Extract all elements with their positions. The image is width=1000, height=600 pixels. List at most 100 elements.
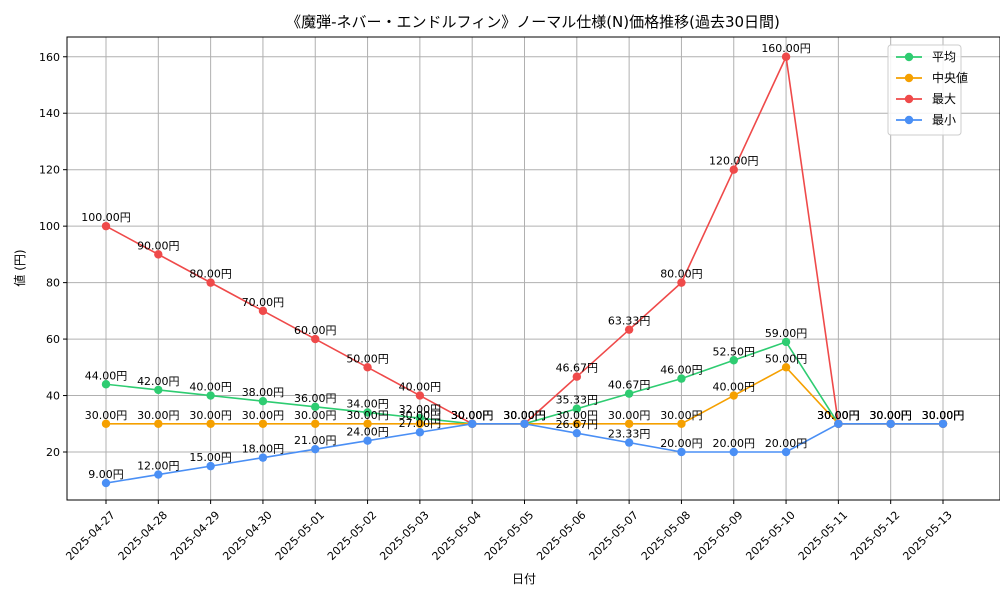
data-point	[729, 165, 738, 174]
data-label-layer: 44.00円 42.00円 40.00円 38.00円 36.00円 34.00円 32.0…	[81, 42, 964, 481]
x-tick-label: 2025-05-05	[482, 509, 536, 563]
y-tick-label: 20	[46, 446, 60, 459]
data-point	[834, 419, 843, 428]
data-point	[363, 436, 372, 445]
data-label: 42.00円	[137, 375, 180, 388]
x-tick-label: 2025-05-13	[900, 509, 954, 563]
data-point	[363, 419, 372, 428]
data-label: 30.00円	[817, 409, 860, 422]
data-label: 40.67円	[608, 379, 651, 392]
x-tick-label: 2025-05-11	[796, 509, 850, 563]
y-tick-label: 100	[39, 220, 60, 233]
data-label: 30.00円	[869, 409, 912, 422]
data-label: 52.50円	[713, 345, 756, 358]
data-point	[572, 372, 582, 381]
y-tick-label: 160	[39, 51, 60, 64]
x-tick-label: 2025-05-07	[587, 509, 641, 563]
legend-box	[887, 44, 962, 136]
data-point	[572, 428, 582, 438]
y-tick-label: 60	[46, 333, 60, 346]
data-label: 30.00円	[503, 409, 546, 422]
data-label: 30.00円	[869, 409, 912, 422]
data-label: 23.33円	[608, 428, 651, 441]
x-tick-label: 2025-05-09	[691, 509, 745, 563]
data-label: 30.00円	[503, 409, 546, 422]
data-label: 30.00円	[817, 409, 860, 422]
x-axis-label: 日付	[512, 572, 536, 586]
data-label: 50.00円	[346, 352, 389, 365]
x-tick-label: 2025-05-12	[848, 509, 902, 563]
data-point	[101, 419, 111, 428]
data-point	[311, 334, 320, 344]
data-label: 27.00円	[399, 417, 442, 430]
data-label: 46.67円	[556, 362, 599, 375]
data-point	[363, 363, 372, 372]
data-point	[101, 478, 111, 488]
grid-layer	[67, 37, 1000, 500]
data-label: 80.00円	[660, 268, 703, 281]
data-label: 40.00円	[399, 381, 442, 394]
data-point	[677, 374, 686, 383]
data-label: 30.00円	[294, 409, 337, 422]
data-label: 30.00円	[451, 409, 494, 422]
data-point	[624, 419, 634, 428]
data-point	[572, 404, 582, 413]
data-point	[101, 380, 111, 389]
data-label: 9.00円	[88, 468, 124, 481]
data-point	[677, 447, 686, 457]
data-label: 24.00円	[346, 426, 389, 439]
data-label: 18.00円	[242, 443, 285, 456]
data-point	[781, 447, 791, 457]
y-tick-label: 140	[39, 107, 60, 120]
data-point	[520, 419, 529, 428]
data-point	[729, 356, 738, 365]
x-tick-label: 2025-04-30	[220, 509, 274, 563]
data-point	[781, 363, 791, 372]
data-point	[624, 325, 634, 334]
x-tick-label: 2025-05-04	[430, 509, 484, 563]
data-label: 120.00円	[709, 155, 759, 168]
data-label: 38.00円	[242, 386, 285, 399]
data-label: 30.00円	[608, 409, 651, 422]
data-label: 30.00円	[503, 409, 546, 422]
x-tick-label: 2025-05-01	[273, 509, 327, 563]
data-label: 30.00円	[660, 409, 703, 422]
x-tick-label: 2025-05-08	[639, 509, 693, 563]
data-label: 70.00円	[242, 296, 285, 309]
data-point	[729, 447, 738, 457]
data-label: 30.00円	[556, 409, 599, 422]
data-point	[311, 444, 320, 454]
x-tick-label: 2025-05-10	[743, 509, 797, 563]
data-point	[938, 419, 948, 428]
data-point	[781, 337, 791, 347]
data-label: 30.00円	[922, 409, 965, 422]
data-point	[258, 419, 268, 428]
data-label: 30.00円	[922, 409, 965, 422]
data-point	[781, 52, 791, 61]
plot-frame	[66, 36, 1000, 501]
x-tick-label: 2025-04-27	[63, 509, 117, 563]
data-label: 30.00円	[399, 409, 442, 422]
data-point	[677, 278, 686, 287]
data-label: 15.00円	[189, 451, 232, 464]
data-label: 34.00円	[346, 397, 389, 410]
data-label: 21.00円	[294, 434, 337, 447]
data-point	[624, 438, 634, 447]
data-label: 26.67円	[556, 418, 599, 431]
data-label: 30.00円	[346, 409, 389, 422]
data-point	[311, 419, 320, 428]
data-point	[677, 419, 686, 428]
data-point	[154, 250, 163, 259]
data-point	[363, 408, 372, 417]
data-label: 63.33円	[608, 315, 651, 328]
data-point	[467, 419, 477, 428]
data-label: 30.00円	[817, 409, 860, 422]
data-label: 30.00円	[922, 409, 965, 422]
data-label: 20.00円	[765, 437, 808, 450]
y-tick-label: 80	[46, 277, 60, 290]
x-tick-label: 2025-04-29	[168, 509, 222, 563]
data-point	[206, 278, 215, 287]
legend-entry: 中央値	[932, 70, 968, 85]
